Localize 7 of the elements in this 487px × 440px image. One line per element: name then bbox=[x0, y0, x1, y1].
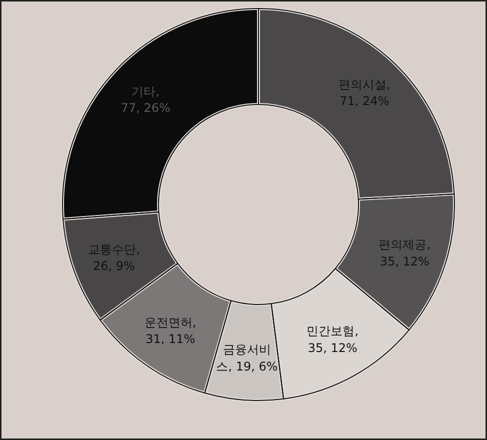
slice-label: 금융서비스, 19, 6% bbox=[216, 342, 278, 374]
slice-label: 민간보험, 35, 12% bbox=[306, 324, 359, 355]
slice-label: 운전면허, 31, 11% bbox=[144, 315, 196, 346]
slice-label: 교통수단, 26, 9% bbox=[88, 242, 140, 274]
slice-label: 편의시설, 71, 24% bbox=[338, 77, 390, 108]
slice-label: 기타, 77, 26% bbox=[120, 84, 170, 116]
slice-label: 편의제공, 35, 12% bbox=[378, 238, 431, 268]
